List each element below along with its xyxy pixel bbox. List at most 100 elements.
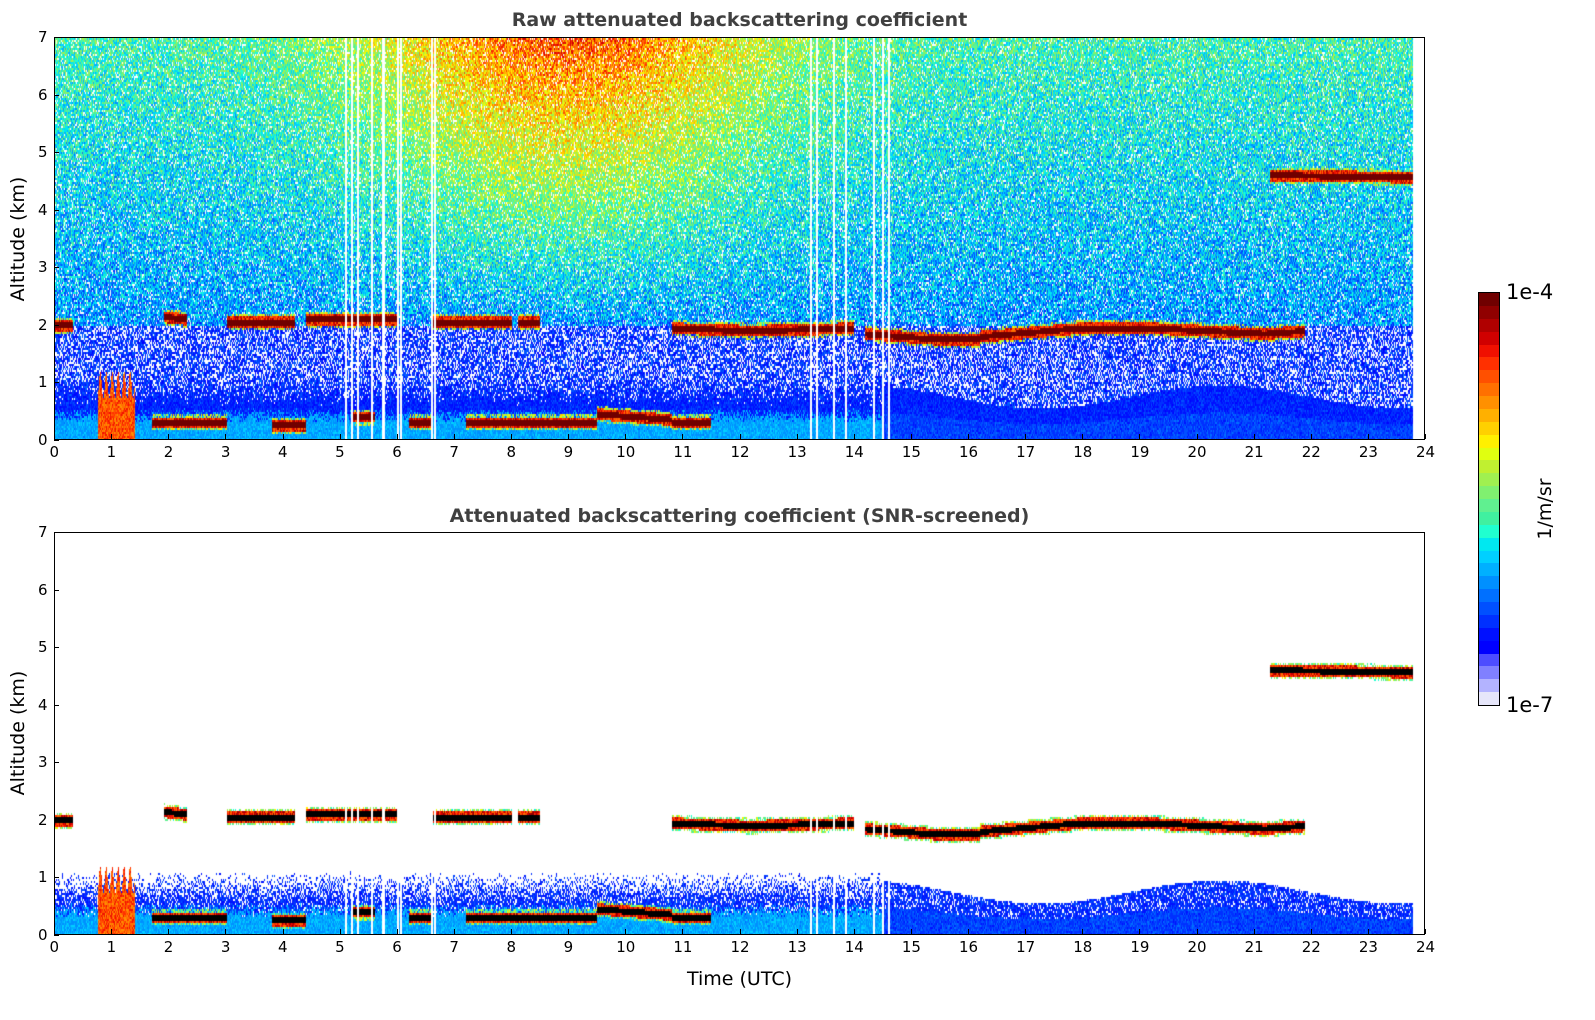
x-tick-mark (568, 434, 570, 439)
y-tick-mark (54, 94, 59, 96)
y-tick-mark (54, 267, 59, 269)
x-tick-label: 22 (1301, 443, 1321, 461)
x-tick-label: 14 (844, 443, 864, 461)
y-tick-mark (54, 532, 59, 533)
x-tick-label: 14 (844, 938, 864, 956)
x-tick-mark (796, 929, 798, 934)
x-tick-mark (568, 929, 570, 934)
x-tick-label: 19 (1130, 443, 1150, 461)
colorbar-swatch (1479, 653, 1499, 667)
colorbar-swatch (1479, 666, 1499, 680)
x-tick-mark (339, 434, 341, 439)
x-tick-label: 0 (49, 443, 60, 461)
colorbar-swatch (1479, 692, 1499, 705)
x-tick-mark (111, 929, 113, 934)
x-tick-label: 18 (1073, 443, 1093, 461)
x-tick-mark (54, 434, 55, 439)
y-tick-label: 5 (38, 638, 48, 657)
colorbar-swatch (1479, 640, 1499, 654)
x-tick-label: 21 (1244, 938, 1264, 956)
bottom-y-axis-label: Altitude (km) (7, 670, 29, 796)
x-tick-mark (968, 929, 969, 934)
y-tick-mark (54, 589, 59, 591)
colorbar-max-label: 1e-4 (1506, 280, 1554, 304)
colorbar-swatch (1479, 550, 1499, 564)
y-tick-label: 3 (38, 258, 48, 277)
y-tick-label: 0 (38, 431, 48, 449)
x-tick-label: 1 (106, 443, 117, 461)
colorbar-swatch (1479, 576, 1499, 590)
x-tick-mark (1425, 929, 1426, 934)
y-tick-mark (54, 704, 59, 706)
x-tick-label: 6 (392, 443, 402, 461)
x-tick-mark (1082, 929, 1084, 934)
colorbar-swatch (1479, 344, 1499, 358)
y-tick-label: 6 (38, 580, 48, 599)
x-tick-label: 7 (449, 938, 459, 956)
x-tick-mark (853, 929, 855, 934)
colorbar-swatch (1479, 486, 1499, 499)
colorbar-swatch (1479, 447, 1499, 461)
colorbar-swatch (1479, 293, 1499, 306)
x-tick-label: 13 (787, 938, 807, 956)
colorbar-swatch (1479, 331, 1499, 345)
x-tick-label: 7 (449, 443, 459, 461)
colorbar-unit-label: 1/m/sr (1534, 478, 1556, 540)
x-tick-mark (396, 929, 398, 934)
colorbar-swatch (1479, 370, 1499, 384)
x-tick-label: 18 (1073, 938, 1093, 956)
x-tick-label: 5 (335, 938, 345, 956)
y-tick-label: 5 (38, 143, 48, 162)
x-tick-mark (1253, 929, 1255, 934)
x-tick-label: 13 (787, 443, 807, 461)
colorbar-swatch (1479, 460, 1499, 474)
colorbar-swatch (1479, 305, 1499, 319)
x-tick-mark (1310, 929, 1312, 934)
colorbar-swatch (1479, 408, 1499, 422)
x-tick-mark (282, 929, 284, 934)
colorbar-swatch (1479, 499, 1499, 512)
x-tick-label: 15 (901, 938, 921, 956)
x-axis-label: Time (UTC) (686, 968, 793, 990)
x-tick-mark (396, 434, 398, 439)
y-tick-mark (54, 647, 59, 649)
colorbar (1478, 292, 1500, 706)
x-tick-mark (796, 434, 798, 439)
colorbar-swatch (1479, 383, 1499, 396)
y-tick-label: 3 (38, 753, 48, 772)
screened-backscatter-heatmap (55, 533, 1424, 934)
x-tick-mark (625, 929, 627, 934)
colorbar-swatch (1479, 473, 1499, 487)
x-tick-label: 12 (730, 938, 750, 956)
y-tick-mark (54, 382, 59, 384)
x-tick-mark (682, 434, 684, 439)
x-tick-label: 10 (616, 938, 636, 956)
x-tick-label: 17 (1016, 443, 1036, 461)
x-tick-label: 20 (1187, 443, 1207, 461)
x-tick-label: 1 (106, 938, 117, 956)
colorbar-swatch (1479, 602, 1499, 615)
x-tick-label: 11 (673, 938, 693, 956)
x-tick-mark (168, 929, 170, 934)
colorbar-swatch (1479, 524, 1499, 538)
colorbar-min-label: 1e-7 (1506, 693, 1554, 717)
y-tick-mark (54, 209, 59, 211)
bottom-chart-title: Attenuated backscattering coefficient (S… (449, 505, 1030, 527)
colorbar-swatch (1479, 434, 1499, 448)
x-tick-label: 22 (1301, 938, 1321, 956)
x-tick-label: 17 (1016, 938, 1036, 956)
colorbar-swatch (1479, 589, 1499, 602)
x-tick-label: 12 (730, 443, 750, 461)
x-tick-mark (625, 434, 627, 439)
y-tick-mark (54, 762, 59, 764)
x-tick-mark (853, 434, 855, 439)
colorbar-swatch (1479, 679, 1499, 693)
colorbar-swatch (1479, 537, 1499, 551)
top-y-axis-label: Altitude (km) (7, 176, 29, 302)
x-tick-label: 23 (1358, 443, 1378, 461)
colorbar-swatch (1479, 614, 1499, 628)
x-tick-mark (682, 929, 684, 934)
x-tick-mark (910, 434, 912, 439)
x-tick-label: 2 (163, 443, 174, 461)
colorbar-swatch (1479, 396, 1499, 409)
